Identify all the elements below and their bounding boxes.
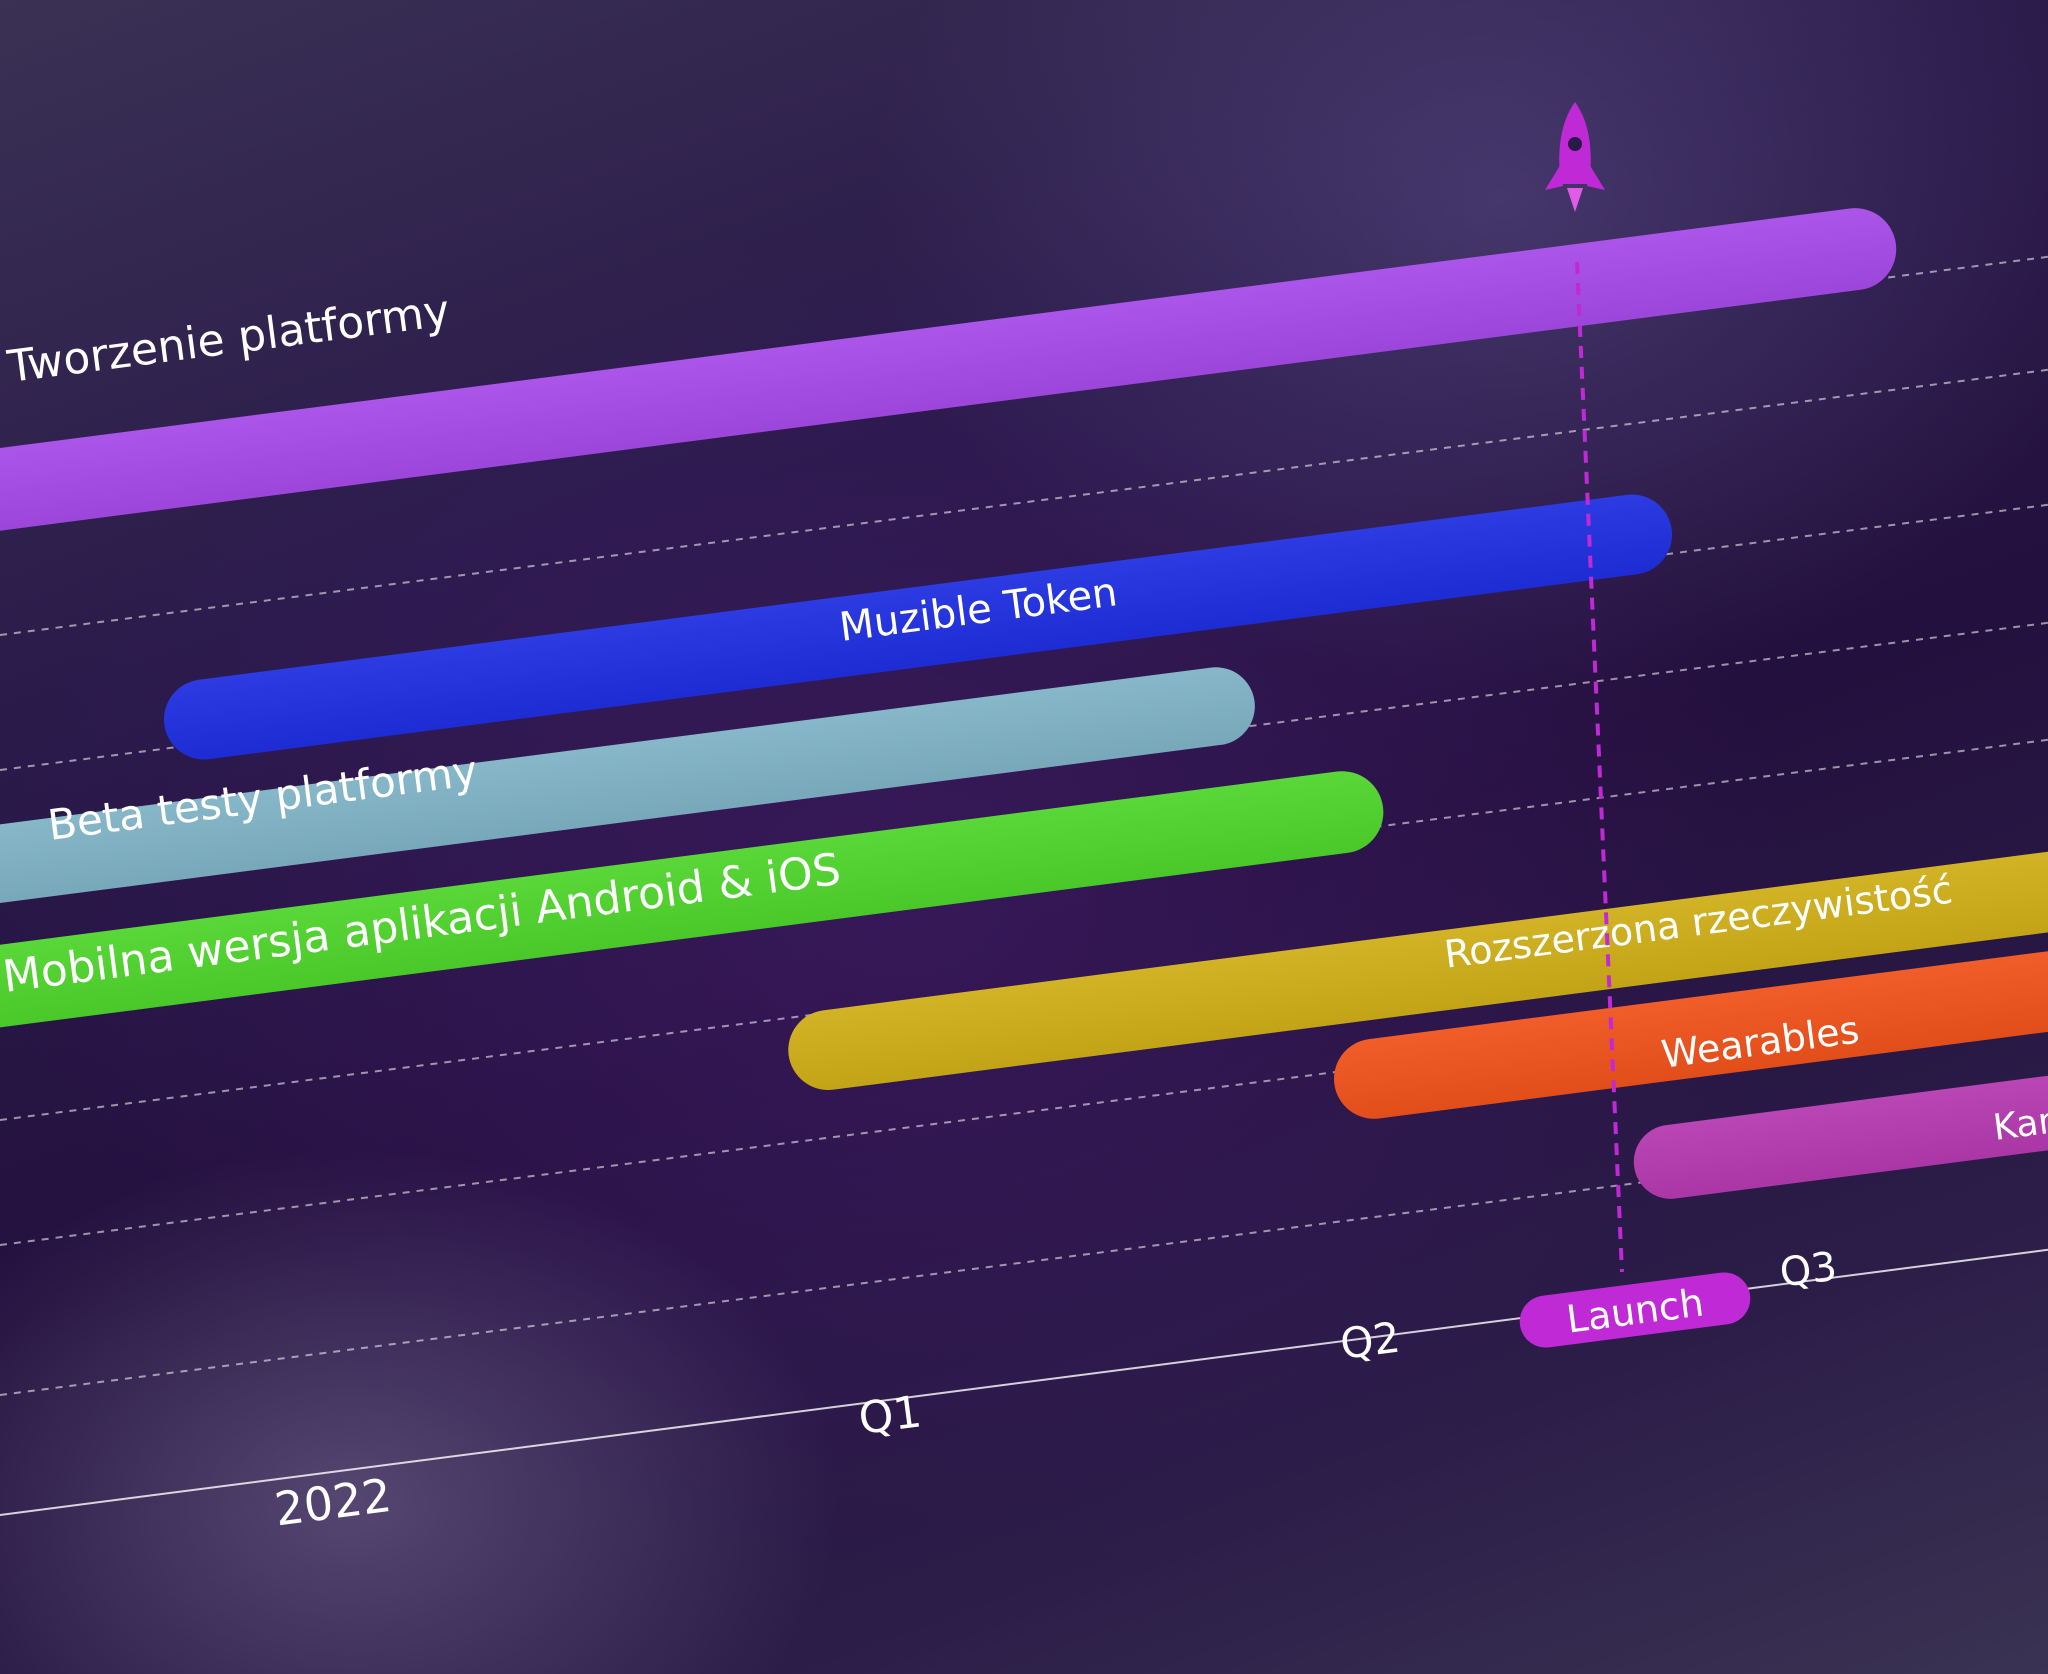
launch-badge: Launch xyxy=(1519,1272,1751,1348)
task-bar-sheen xyxy=(0,771,1384,1029)
rocket-icon xyxy=(1545,102,1605,212)
task-bar-group xyxy=(1334,945,2048,1119)
task-bar-sheen xyxy=(163,494,1673,760)
tick-label-q2: Q2 xyxy=(1337,1312,1403,1368)
task-bar-group xyxy=(163,494,1673,760)
task-bar-sheen xyxy=(0,667,1255,905)
task-bar-group xyxy=(1633,1069,2048,1199)
tick-label-q3: Q3 xyxy=(1777,1244,1839,1297)
tick-label-q1: Q1 xyxy=(856,1386,925,1445)
task-label: Tworzenie platformy xyxy=(4,285,453,393)
task-bar-sheen xyxy=(0,208,1897,532)
task-bar-sheen xyxy=(1334,945,2048,1119)
task-bar-group xyxy=(0,208,1897,532)
task-bar-sheen xyxy=(1633,1069,2048,1199)
launch-line xyxy=(1575,261,1624,1273)
task-label: Kar xyxy=(1991,1101,2048,1149)
task-bar-sheen xyxy=(788,845,2048,1091)
launch-milestone: Launch xyxy=(1519,102,1751,1348)
task-bar-group xyxy=(788,845,2048,1091)
task-bar-group xyxy=(0,667,1255,905)
task-bar-group xyxy=(0,771,1384,1029)
launch-label: Launch xyxy=(1564,1280,1706,1341)
